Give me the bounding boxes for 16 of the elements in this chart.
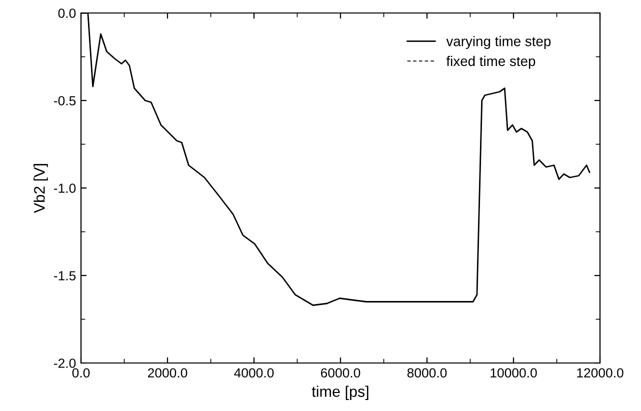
x-tick-label: 2000.0 <box>148 368 188 378</box>
x-tick-label: 10000.0 <box>490 368 537 378</box>
x-tick-label: 12000.0 <box>577 368 624 378</box>
legend-label: varying time step <box>446 36 551 49</box>
x-tick-label: 6000.0 <box>320 368 360 378</box>
x-axis-title: time [ps] <box>312 386 368 400</box>
y-tick-label: -0.5 <box>54 96 76 106</box>
x-tick-label: 0.0 <box>72 368 90 378</box>
y-axis-title: Vb2 [V] <box>34 164 48 213</box>
y-tick-label: 0.0 <box>58 8 76 18</box>
x-tick-label: 4000.0 <box>234 368 274 378</box>
legend-label: fixed time step <box>446 56 536 69</box>
x-tick-label: 8000.0 <box>407 368 447 378</box>
y-tick-label: -2.0 <box>54 358 76 368</box>
y-tick-label: -1.5 <box>54 271 76 280</box>
y-tick-label: -1.0 <box>54 184 76 193</box>
